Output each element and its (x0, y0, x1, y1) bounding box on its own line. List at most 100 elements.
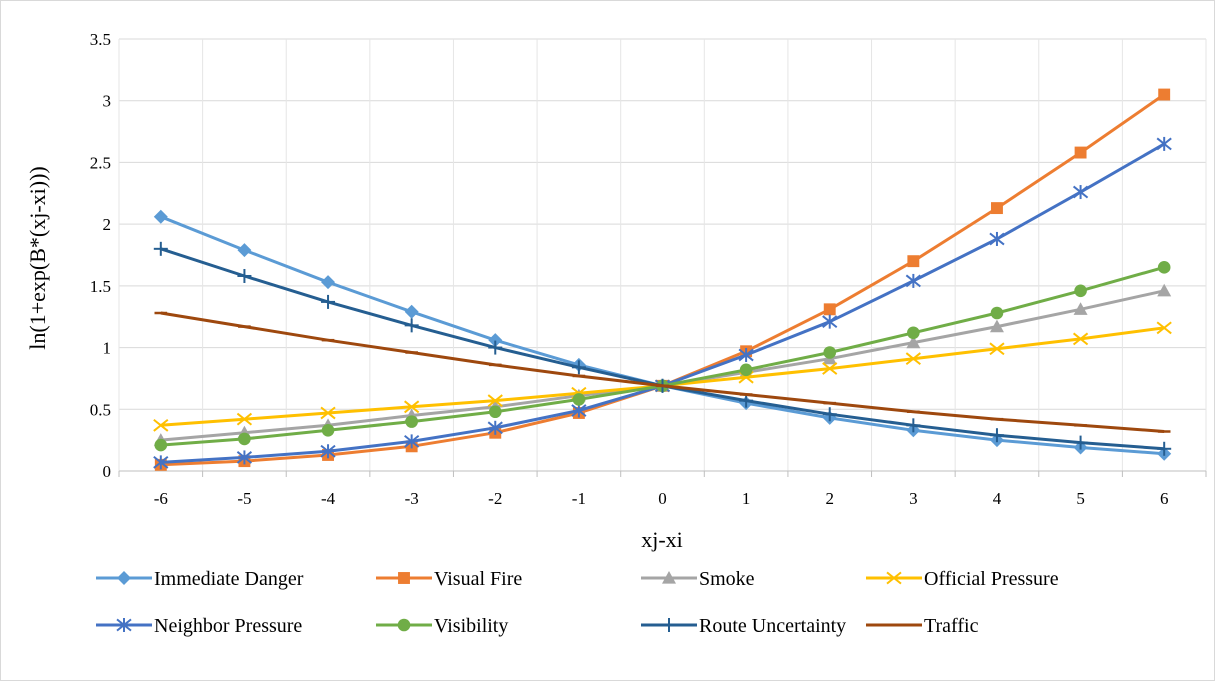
legend-item: Visibility (376, 615, 508, 637)
y-tick-label: 2.5 (90, 153, 111, 172)
data-point (1072, 185, 1089, 200)
data-point (398, 572, 410, 584)
data-point (320, 406, 336, 420)
data-point (237, 268, 252, 283)
series-layer (153, 88, 1172, 471)
marker-stroke (1156, 321, 1172, 335)
data-point (404, 434, 420, 449)
x-tick-label: -3 (405, 489, 419, 508)
marker-stroke (236, 412, 253, 426)
data-point (153, 455, 169, 470)
marker-stroke (153, 418, 169, 432)
data-point (487, 394, 503, 408)
data-point (1072, 332, 1089, 346)
data-point (907, 326, 920, 340)
x-axis-title: xj-xi (641, 527, 683, 552)
series-line (160, 215, 1165, 456)
x-tick-label: -6 (154, 489, 168, 508)
marker-stroke (886, 571, 902, 585)
y-tick-label: 1 (103, 339, 112, 358)
y-tick-label: 1.5 (90, 277, 111, 296)
data-point (488, 333, 503, 348)
legend-label: Neighbor Pressure (154, 615, 302, 637)
legend-label: Visibility (434, 615, 508, 637)
data-point (321, 423, 335, 437)
axis-layer: 0 0.5 1 1.5 2 2.5 3 3.5 -6 -5 -4 -3 -2 -1 0 1 2 3 4 5 6 (90, 30, 1207, 508)
series-traffic (154, 311, 1171, 433)
x-tick-label: 3 (909, 489, 918, 508)
data-point (989, 342, 1005, 356)
data-point (571, 403, 587, 418)
data-point (739, 363, 753, 377)
data-point (1073, 302, 1088, 315)
data-point (397, 618, 411, 632)
data-point (117, 571, 131, 585)
data-point (738, 347, 754, 362)
x-tick-label: 1 (742, 489, 751, 508)
data-point (907, 255, 920, 268)
data-point (153, 241, 168, 256)
data-point (823, 303, 836, 316)
legend-item: Official Pressure (866, 568, 1059, 590)
x-tick-label: 0 (658, 489, 667, 508)
data-point (822, 314, 838, 329)
data-point (405, 415, 418, 428)
marker-stroke (989, 342, 1005, 356)
series-official-pressure (153, 321, 1172, 432)
series-line (160, 265, 1165, 447)
legend-label: Traffic (924, 615, 979, 637)
data-point (488, 405, 502, 419)
data-point (116, 618, 132, 632)
data-point (153, 209, 168, 224)
data-point (886, 571, 902, 585)
data-point (153, 418, 169, 432)
legend-label: Route Uncertainty (699, 615, 846, 637)
data-point (238, 432, 251, 446)
x-tick-label: 5 (1076, 489, 1085, 508)
data-point (572, 393, 586, 406)
marker-stroke (487, 394, 503, 408)
marker-stroke (905, 352, 921, 366)
data-point (822, 407, 837, 422)
y-tick-label: 3 (103, 92, 112, 111)
data-point (236, 450, 253, 465)
data-point (321, 275, 336, 290)
legend-label: Immediate Danger (154, 568, 304, 590)
data-point (823, 346, 837, 359)
y-axis-title: ln(1+exp(B*(xj-xi))) (25, 166, 50, 349)
data-point (487, 420, 503, 435)
data-point (1073, 435, 1088, 450)
marker-stroke (320, 406, 336, 420)
data-point (1157, 441, 1172, 456)
series-visibility (154, 261, 1171, 452)
legend-label: Visual Fire (434, 568, 522, 590)
y-tick-label: 0.5 (90, 400, 111, 419)
x-tick-label: -1 (572, 489, 586, 508)
data-point (1074, 146, 1087, 159)
x-tick-label: -4 (321, 489, 336, 508)
data-point (991, 202, 1003, 215)
series-line (160, 326, 1165, 427)
data-point (906, 335, 921, 349)
legend-label: Official Pressure (924, 568, 1059, 590)
data-point (990, 306, 1004, 320)
data-point (989, 319, 1004, 333)
data-point (1157, 261, 1171, 274)
x-tick-label: 4 (993, 489, 1002, 508)
data-point (571, 360, 586, 375)
data-point (905, 273, 921, 288)
marker-stroke (822, 362, 838, 375)
x-tick-label: 2 (825, 489, 834, 508)
data-point (1156, 136, 1172, 151)
data-point (822, 362, 838, 375)
data-point (1156, 321, 1172, 335)
marker-stroke (1072, 332, 1089, 346)
y-tick-label: 0 (103, 462, 112, 481)
data-point (237, 243, 252, 258)
x-tick-label: -5 (237, 489, 251, 508)
data-point (236, 412, 253, 426)
data-point (1158, 88, 1171, 101)
data-point (488, 340, 503, 355)
data-point (989, 231, 1005, 246)
